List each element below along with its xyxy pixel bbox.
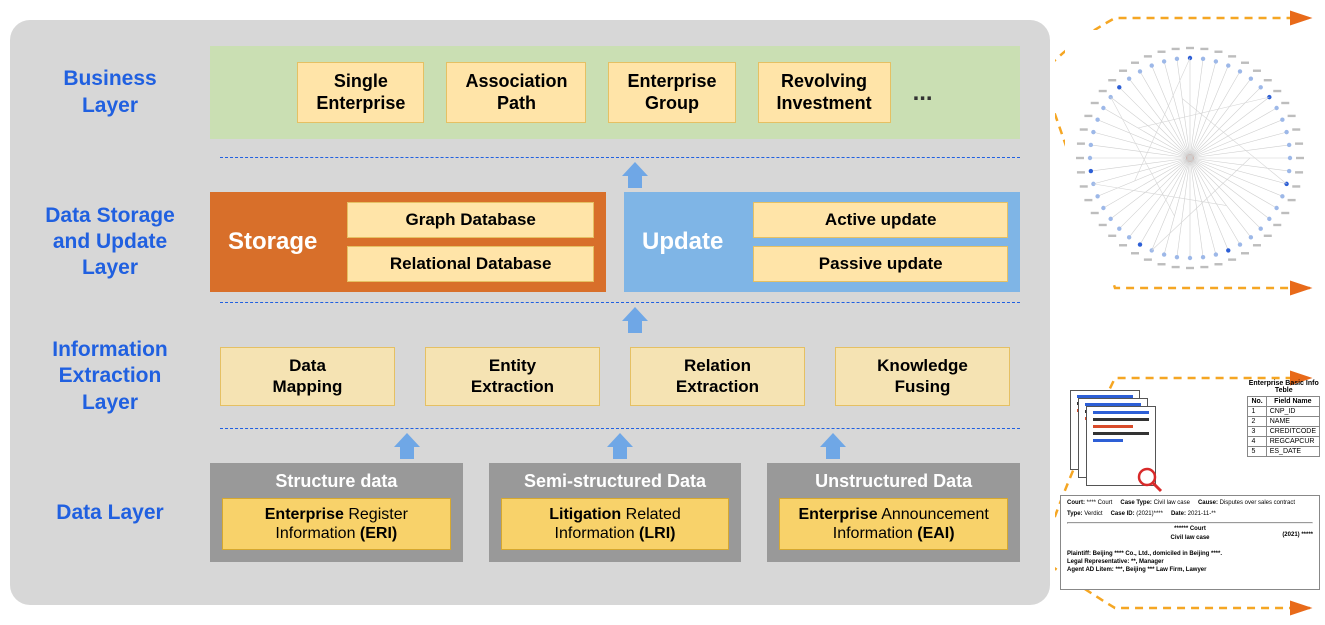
storage-title: Storage (210, 192, 335, 292)
table-row: 3CREDITCODE (1248, 427, 1320, 437)
case-court: ****** Court (1067, 526, 1313, 534)
biz-ellipsis: ... (913, 79, 933, 107)
data-structure-title: Structure data (222, 471, 451, 492)
table-row: 5ES_DATE (1248, 447, 1320, 457)
data-layer-row: Data Layer Structure data Enterprise Reg… (10, 463, 1050, 588)
update-passive: Passive update (753, 246, 1008, 282)
business-layer-label: BusinessLayer (10, 66, 210, 119)
case-year: (2021) ***** (1282, 532, 1313, 540)
biz-enterprise-group: EnterpriseGroup (608, 62, 735, 123)
update-title: Update (624, 192, 741, 292)
right-illustrations: Enterprise Basic Info Teble No. Field Na… (1060, 0, 1320, 625)
table-row: 4REGCAPCUR (1248, 437, 1320, 447)
storage-relational-db: Relational Database (347, 246, 594, 282)
data-layer-label: Data Layer (10, 500, 210, 526)
arrow-up-1 (622, 162, 648, 188)
case-type: Civil law case (1067, 535, 1313, 543)
data-illustration: Enterprise Basic Info Teble No. Field Na… (1060, 380, 1320, 590)
storage-block: Storage Graph Database Relational Databa… (210, 192, 606, 292)
arrow-up-3c (820, 433, 846, 459)
magnifier-icon (1137, 467, 1163, 493)
ie-data-mapping: DataMapping (220, 347, 395, 406)
data-semistructured-block: Semi-structured Data Litigation RelatedI… (489, 463, 742, 562)
arrow-up-3b (607, 433, 633, 459)
ie-label: InformationExtractionLayer (10, 337, 210, 416)
table-caption: Enterprise Basic Info Teble (1247, 380, 1320, 396)
document-stack-icon (1070, 390, 1160, 490)
data-eai: Enterprise AnnouncementInformation (EAI) (779, 498, 1008, 550)
data-unstructured-block: Unstructured Data Enterprise Announcemen… (767, 463, 1020, 562)
biz-single-enterprise: SingleEnterprise (297, 62, 424, 123)
update-block: Update Active update Passive update (624, 192, 1020, 292)
arrow-up-3a (394, 433, 420, 459)
data-lri: Litigation RelatedInformation (LRI) (501, 498, 730, 550)
business-layer-box: SingleEnterprise AssociationPath Enterpr… (210, 46, 1020, 139)
data-structure-block: Structure data Enterprise RegisterInform… (210, 463, 463, 562)
enterprise-info-table: Enterprise Basic Info Teble No. Field Na… (1247, 380, 1320, 457)
th-no: No. (1248, 397, 1266, 407)
table-row: 1CNP_ID (1248, 407, 1320, 417)
data-semi-title: Semi-structured Data (501, 471, 730, 492)
business-layer-row: BusinessLayer SingleEnterprise Associati… (10, 20, 1050, 157)
ie-layer-row: InformationExtractionLayer DataMapping E… (10, 337, 1050, 428)
storage-update-label: Data Storageand UpdateLayer (10, 203, 210, 282)
storage-update-row: Data Storageand UpdateLayer Storage Grap… (10, 192, 1050, 302)
table-row: 2NAME (1248, 417, 1320, 427)
data-unstruct-title: Unstructured Data (779, 471, 1008, 492)
radial-graph (1065, 30, 1315, 280)
biz-association-path: AssociationPath (446, 62, 586, 123)
ie-entity-extraction: EntityExtraction (425, 347, 600, 406)
arrow-up-2 (622, 307, 648, 333)
ie-relation-extraction: RelationExtraction (630, 347, 805, 406)
storage-graph-db: Graph Database (347, 202, 594, 238)
ie-knowledge-fusing: KnowledgeFusing (835, 347, 1010, 406)
update-active: Active update (753, 202, 1008, 238)
th-field: Field Name (1266, 397, 1319, 407)
case-document-panel: Court: **** Court Case Type: Civil law c… (1060, 495, 1320, 590)
architecture-diagram: BusinessLayer SingleEnterprise Associati… (10, 20, 1050, 605)
biz-revolving-investment: RevolvingInvestment (758, 62, 891, 123)
data-eri: Enterprise RegisterInformation (ERI) (222, 498, 451, 550)
